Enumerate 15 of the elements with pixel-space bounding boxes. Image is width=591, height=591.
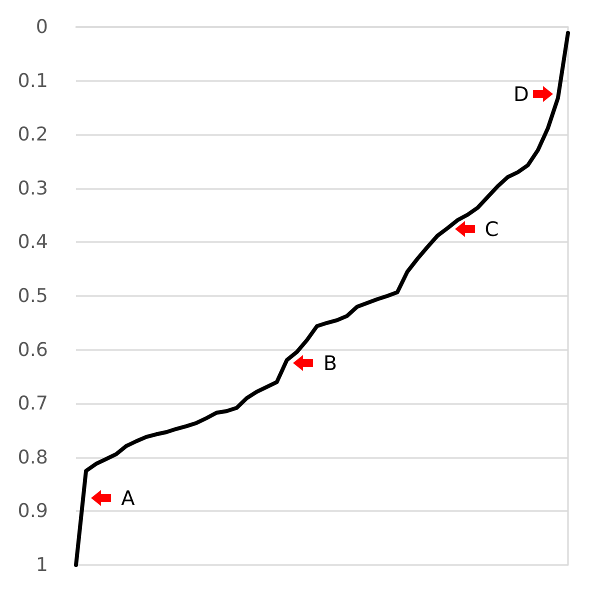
y-tick-label: 0 (36, 16, 48, 38)
y-tick-label: 0.4 (18, 231, 48, 254)
y-tick-label: 0.5 (18, 285, 48, 307)
y-tick-label: 0.9 (18, 500, 48, 522)
annotation: B (323, 351, 338, 376)
y-tick-label: 0.1 (18, 70, 48, 92)
annotation: D (514, 82, 529, 106)
y-tick-label: 1 (36, 554, 48, 576)
annotation: A (121, 486, 135, 510)
y-tick-label: 0.8 (18, 446, 48, 468)
y-tick-label: 0.6 (18, 338, 48, 361)
y-tick-label: 0.7 (18, 392, 48, 415)
y-tick-label: 0.3 (18, 177, 48, 200)
y-tick-label: 0.2 (18, 124, 48, 146)
annotation: C (484, 216, 499, 241)
